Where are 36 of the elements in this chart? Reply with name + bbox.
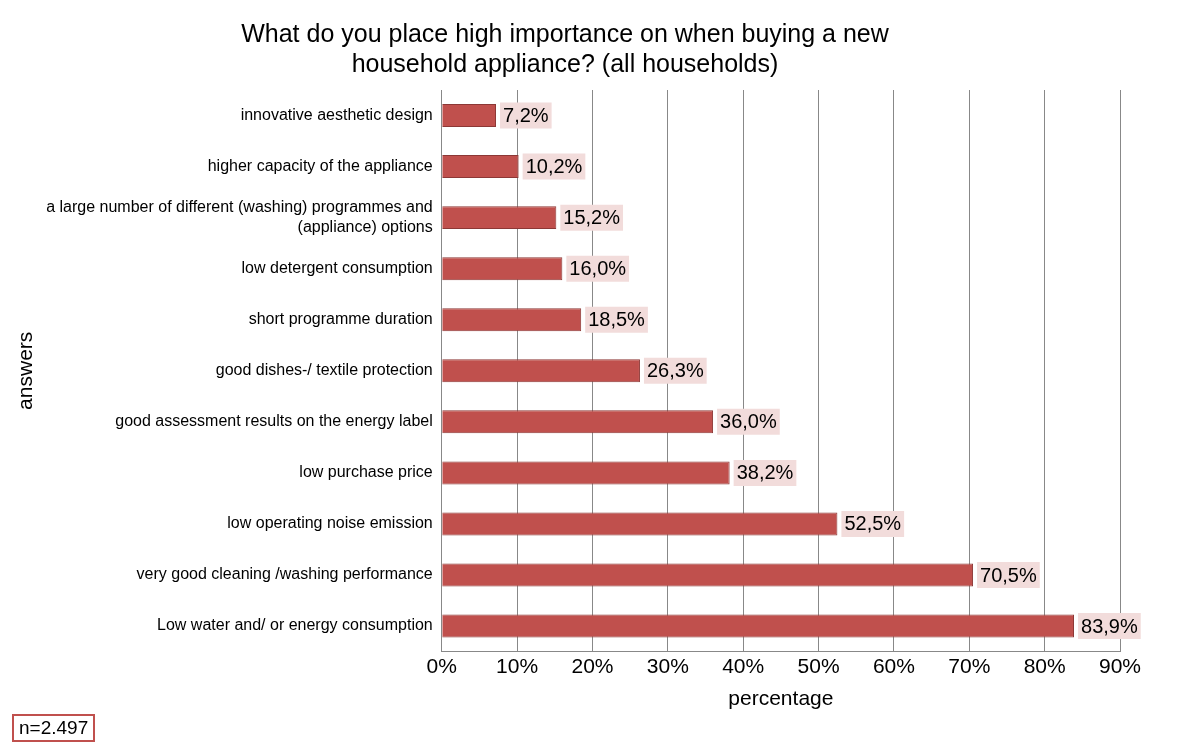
- y-tick-label: good assessment results on the energy label: [115, 412, 433, 430]
- x-tick-label: 90%: [1098, 654, 1142, 677]
- data-label: 70,5%: [980, 563, 1037, 586]
- x-tick-label: 20%: [571, 654, 614, 677]
- x-tick-label: 30%: [646, 654, 689, 677]
- y-tick-label: very good cleaning /washing performance: [136, 565, 433, 583]
- data-label: 26,3%: [646, 359, 704, 382]
- x-tick-label: 0%: [426, 654, 457, 677]
- data-label: 83,9%: [1081, 614, 1138, 637]
- y-tick-label: low detergent consumption: [241, 259, 433, 277]
- chart-title: What do you place high importance on when buying a new household appliance? (all households): [241, 18, 890, 77]
- y-tick-label: innovative aesthetic design: [240, 105, 433, 123]
- data-label: 16,0%: [569, 257, 627, 280]
- data-label: 38,2%: [736, 461, 794, 484]
- data-label: 15,2%: [563, 206, 621, 229]
- y-tick-label: short programme duration: [248, 310, 433, 328]
- x-tick-label: 10%: [496, 654, 539, 677]
- data-label: 52,5%: [844, 512, 902, 535]
- y-tick-label: low operating noise emission: [227, 514, 433, 532]
- text: n=2.497: [12, 714, 96, 742]
- x-tick-label: 40%: [722, 654, 765, 677]
- x-axis-title: percentage: [728, 686, 834, 710]
- data-label: 10,2%: [525, 155, 583, 178]
- data-label: 18,5%: [588, 308, 646, 331]
- y-tick-label: higher capacity of the appliance: [207, 156, 433, 174]
- x-tick-label: 50%: [797, 654, 840, 677]
- y-axis-title: answers: [13, 331, 37, 410]
- y-tick-label: good dishes-/ textile protection: [215, 361, 433, 379]
- data-label: 7,2%: [503, 104, 549, 127]
- x-tick-label: 60%: [872, 654, 915, 677]
- y-tick-label: low purchase price: [299, 463, 433, 481]
- x-tick-label: 70%: [948, 654, 991, 677]
- y-tick-label: a large number of different (washing) programmes and (appliance) options: [46, 198, 433, 235]
- y-tick-label: Low water and/ or energy consumption: [157, 616, 433, 634]
- x-tick-label: 80%: [1023, 654, 1066, 677]
- data-label: 36,0%: [720, 410, 777, 433]
